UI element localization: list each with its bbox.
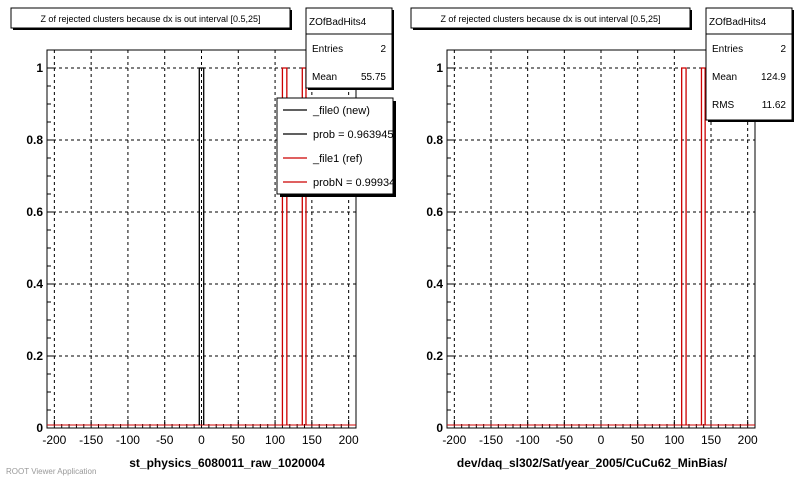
stats-name: ZOfBadHits4 [709, 17, 767, 28]
y-tick-label: 1 [36, 61, 43, 75]
x-tick-label: 150 [302, 433, 322, 447]
stats-value: 11.62 [762, 100, 787, 111]
chart-title: Z of rejected clusters because dx is out… [40, 14, 260, 24]
x-axis-label: st_physics_6080011_raw_1020004 [129, 456, 325, 470]
stats-value: 124.9 [761, 72, 786, 83]
legend-entries: _file0 (new) prob = 0.963945 _file1 (ref) p… [283, 105, 401, 189]
histogram-bin [301, 67, 307, 425]
histogram-bin [681, 67, 687, 425]
histogram-bin [281, 67, 288, 425]
x-tick-label: 200 [738, 433, 758, 447]
chart-panel-1: -200 -150 -100 -50 0 50 100 150 200 0 0.2 0.4 0.6 0.8… [10, 7, 401, 470]
y-tick-label: 0.2 [26, 349, 43, 363]
histogram-bin [198, 67, 205, 425]
stats-value: 2 [780, 44, 786, 55]
x-axis-label: dev/daq_sl302/Sat/year_2005/CuCu62_MinBi… [457, 456, 728, 470]
x-tick-label: -150 [479, 433, 503, 447]
stats-name: ZOfBadHits4 [309, 17, 367, 28]
x-tick-label: 100 [265, 433, 285, 447]
x-tick-label: 200 [339, 433, 359, 447]
x-tick-label: 0 [198, 433, 205, 447]
legend-entry-label: _file1 (ref) [312, 153, 363, 165]
x-tick-label: -200 [42, 433, 66, 447]
stats-label: Entries [312, 44, 343, 55]
chart-panel-2: -200 -150 -100 -50 0 50 100 150 200 0 0.2 0.4 0.6 0.8… [410, 7, 794, 470]
y-tick-label: 0.4 [426, 277, 443, 291]
title-box [10, 7, 291, 29]
stats-value: 55.75 [361, 72, 386, 83]
x-tick-label: -200 [442, 433, 466, 447]
stats-label: Entries [712, 44, 743, 55]
chart-title: Z of rejected clusters because dx is out… [440, 14, 660, 24]
legend-entry-label: prob = 0.963945 [313, 129, 393, 141]
legend-box [276, 97, 394, 195]
stats-label: RMS [712, 100, 735, 111]
footer-text: ROOT Viewer Application [6, 467, 97, 476]
y-tick-label: 0 [436, 421, 443, 435]
y-tick-label: 0.6 [426, 205, 443, 219]
y-tick-label: 0.2 [426, 349, 443, 363]
x-tick-label: 0 [598, 433, 605, 447]
x-tick-label: -100 [116, 433, 140, 447]
x-tick-label: -100 [516, 433, 540, 447]
x-tick-label: -150 [79, 433, 103, 447]
legend-entry-label: probN = 0.999347 [313, 177, 401, 189]
y-tick-label: 1 [436, 61, 443, 75]
y-tick-label: 0.4 [26, 277, 43, 291]
stats-box [705, 7, 793, 121]
stats-value: 2 [380, 44, 386, 55]
x-tick-label: 50 [631, 433, 645, 447]
x-tick-label: 100 [664, 433, 684, 447]
y-tick-label: 0 [36, 421, 43, 435]
stats-label: Mean [712, 72, 737, 83]
stats-label: Mean [312, 72, 337, 83]
x-tick-label: -50 [556, 433, 574, 447]
x-tick-label: 50 [232, 433, 246, 447]
stats-box [305, 7, 393, 89]
y-tick-label: 0.6 [26, 205, 43, 219]
y-tick-label: 0.8 [426, 133, 443, 147]
x-tick-label: 150 [701, 433, 721, 447]
x-tick-label: -50 [156, 433, 174, 447]
y-tick-label: 0.8 [26, 133, 43, 147]
histogram-bin [700, 67, 706, 425]
legend-entry-label: _file0 (new) [312, 105, 370, 117]
title-box [410, 7, 691, 29]
